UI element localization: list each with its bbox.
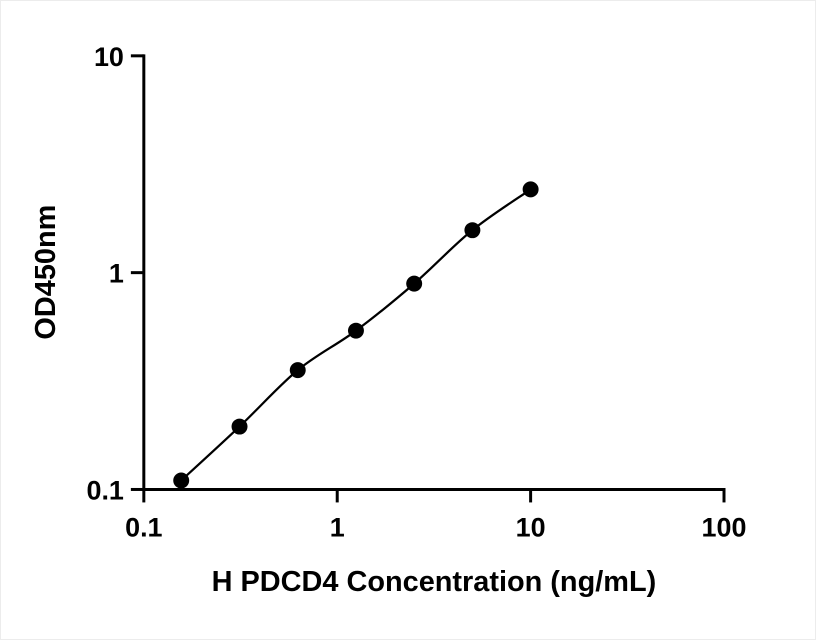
- tick-marks: [130, 54, 726, 503]
- tick-labels: 0.1 1 10 100 0.1 1 10: [86, 42, 746, 543]
- y-tick-label: 1: [109, 259, 124, 289]
- x-tick-label: 10: [516, 512, 546, 542]
- data-point: [522, 181, 539, 198]
- y-tick-label: 0.1: [86, 475, 123, 505]
- x-axis-title: H PDCD4 Concentration (ng/mL): [212, 566, 657, 598]
- x-tick-label: 100: [702, 512, 747, 542]
- data-point: [289, 362, 306, 379]
- data-point: [406, 275, 423, 292]
- y-axis-title: OD450nm: [30, 205, 62, 340]
- data-point: [173, 472, 190, 489]
- data-series: [173, 181, 539, 489]
- axes: [142, 54, 726, 491]
- data-point: [464, 222, 481, 239]
- data-point: [231, 418, 248, 435]
- y-tick-label: 10: [94, 42, 124, 72]
- x-tick-label: 1: [330, 512, 345, 542]
- data-point: [347, 322, 364, 339]
- x-tick-label: 0.1: [125, 512, 162, 542]
